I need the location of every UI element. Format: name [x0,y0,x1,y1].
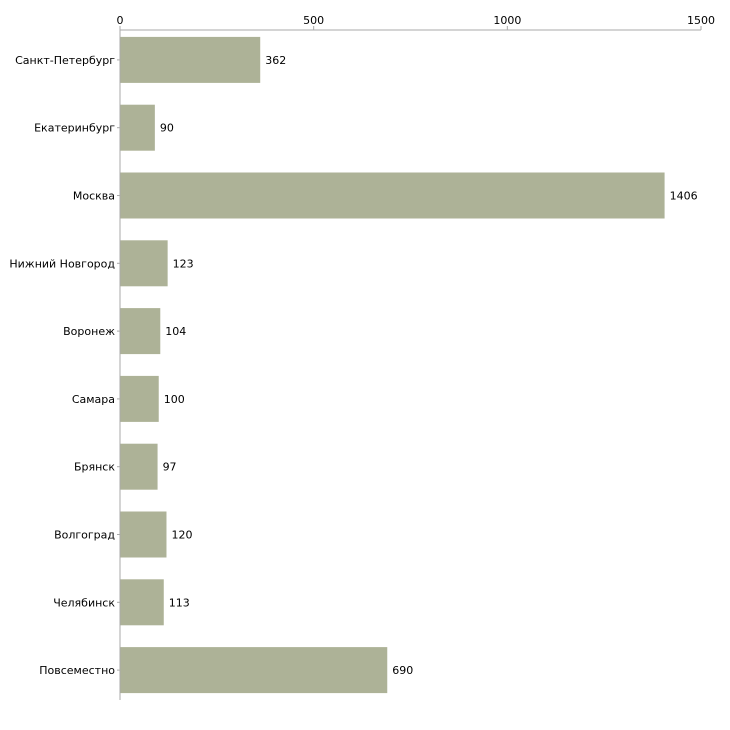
bar [120,511,167,558]
category-label: Москва [73,190,115,203]
category-label: Повсеместно [39,664,115,677]
value-label: 100 [164,393,185,406]
bar [120,240,168,287]
category-labels: Санкт-Петербург Екатеринбург Москва Нижний … [9,54,120,677]
bar [120,104,155,151]
category-label: Челябинск [53,596,115,609]
bar [120,443,158,490]
category-label: Брянск [74,461,115,474]
bar [120,172,665,219]
value-label: 113 [169,596,190,609]
value-labels: 362 90 1406 123 104 100 97 120 113 690 [160,54,698,677]
bar [120,36,261,83]
category-label: Волгоград [54,529,115,542]
value-label: 123 [173,257,194,270]
bars-group [120,36,665,694]
x-tick-label: 1000 [493,14,521,27]
x-tick-label: 1500 [687,14,715,27]
category-label: Екатеринбург [34,122,115,135]
x-tick-label: 500 [303,14,324,27]
bar [120,308,161,355]
value-label: 104 [165,325,186,338]
bar [120,579,164,626]
x-axis-ticks: 0 500 1000 1500 [117,14,715,30]
value-label: 362 [265,54,286,67]
value-label: 120 [171,529,192,542]
bar [120,647,388,694]
value-label: 1406 [670,190,698,203]
value-label: 90 [160,122,174,135]
category-label: Воронеж [63,325,115,338]
category-label: Нижний Новгород [9,257,115,270]
bar [120,375,159,422]
category-label: Самара [72,393,115,406]
value-label: 97 [163,461,177,474]
category-label: Санкт-Петербург [15,54,115,67]
x-tick-label: 0 [117,14,124,27]
value-label: 690 [392,664,413,677]
